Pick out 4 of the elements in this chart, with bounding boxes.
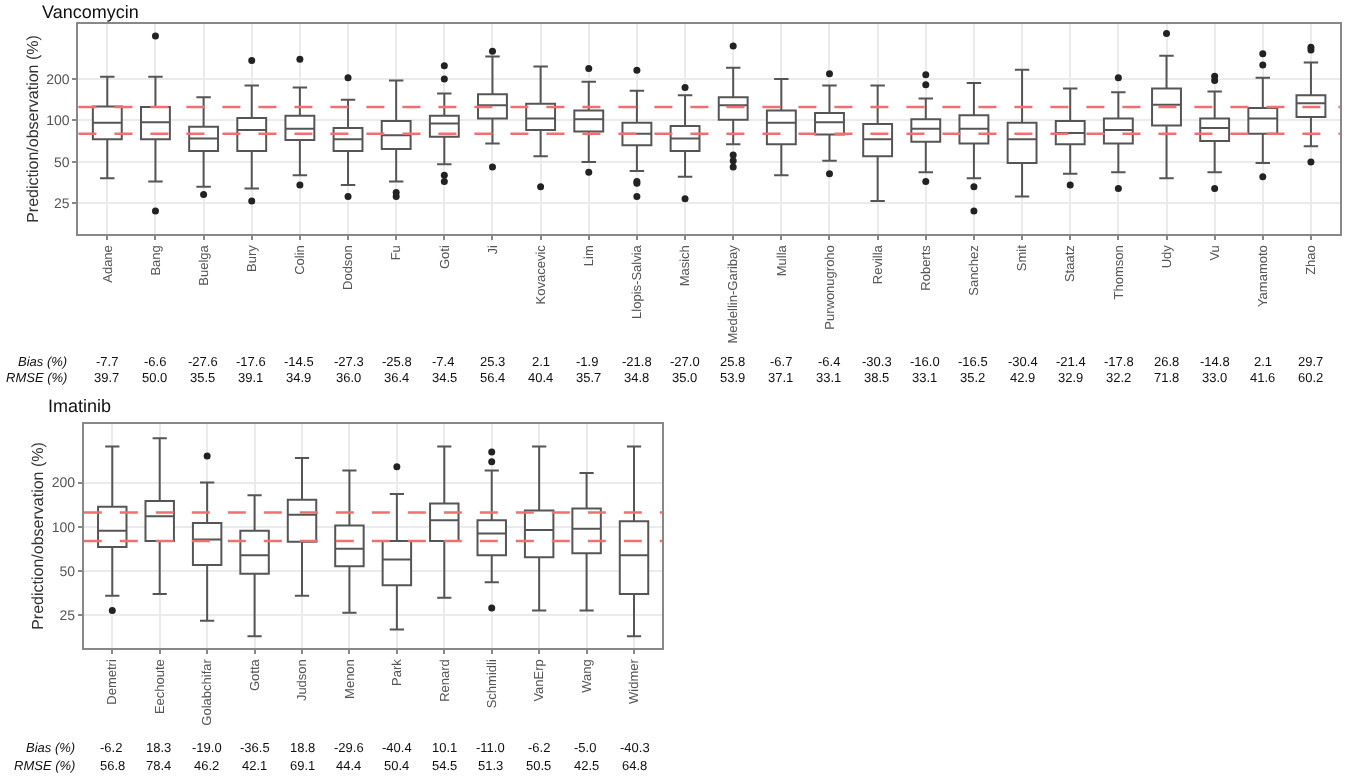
chart-title: Vancomycin (42, 2, 139, 22)
y-axis-title: Prediction/observation (%) (29, 441, 48, 630)
y-axis-title: Prediction/observation (%) (23, 34, 42, 223)
chart-title: Imatinib (48, 396, 112, 416)
